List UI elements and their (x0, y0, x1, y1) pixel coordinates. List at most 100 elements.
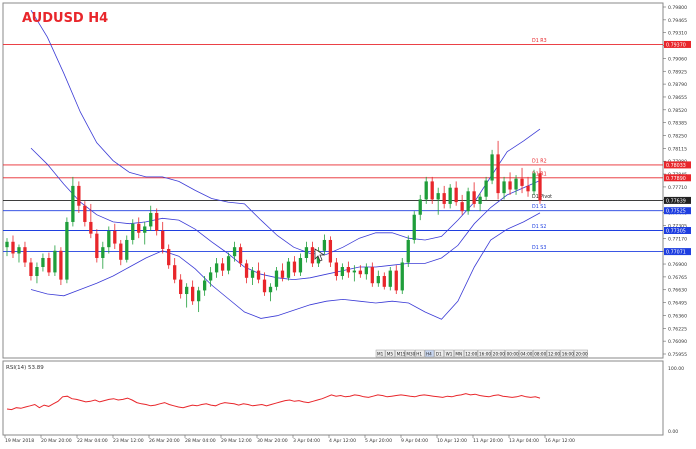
candle-body (244, 263, 249, 278)
candle-body (496, 154, 500, 194)
candle-body (322, 239, 327, 251)
candle-body (532, 173, 536, 192)
period-button[interactable] (532, 349, 547, 358)
price-tags: 0.79370 0.78033 0.77890 0.77639 0.77525 0.773… (664, 40, 691, 256)
rsi-panel[interactable] (2, 360, 664, 436)
time-tick-label: 13 Apr 04:00 (509, 438, 539, 444)
candle-body (280, 270, 285, 278)
time-tick-label: 4 Apr 12:00 (329, 438, 356, 444)
period-button-label: 20:00 (493, 352, 505, 357)
time-tick-label: 16 Apr 12:00 (545, 438, 575, 444)
price-tick-label: 0.78925 (668, 69, 687, 75)
period-button-label: 12:00 (548, 352, 560, 357)
candle-body (364, 266, 368, 275)
candle-body (418, 199, 422, 215)
period-button[interactable] (395, 349, 405, 358)
pivot-tag-label: 0.77305 (666, 229, 686, 235)
period-button[interactable] (385, 349, 396, 358)
time-axis: 19 Mar 2018 20 Mar 20:00 22 Mar 04:00 23 Ma… (4, 435, 575, 444)
candle-body (448, 187, 452, 204)
candle-body (328, 239, 333, 263)
candle-body (119, 243, 123, 260)
candle-body (334, 262, 339, 277)
pivot-tag (664, 174, 691, 182)
candle-body (382, 276, 386, 287)
period-button[interactable] (477, 349, 492, 358)
candle-body (238, 247, 243, 264)
price-tick-label: 0.75955 (668, 352, 687, 358)
candle-body (400, 262, 404, 291)
period-button[interactable] (560, 349, 575, 358)
candle-body (310, 247, 315, 264)
period-button[interactable] (375, 349, 386, 358)
period-button[interactable] (519, 349, 533, 358)
candle-body (502, 181, 506, 194)
price-panel[interactable] (2, 2, 664, 359)
period-button[interactable] (574, 349, 588, 358)
candle-body (155, 212, 159, 231)
candle-body (538, 173, 542, 201)
pivot-label: D1 S2 (532, 224, 546, 230)
price-tick-label: 0.79060 (668, 56, 687, 62)
period-button[interactable] (505, 349, 519, 358)
period-button-label: H1 (416, 352, 422, 357)
candle-body (23, 247, 27, 263)
candle-body (274, 270, 279, 287)
period-button[interactable] (424, 349, 435, 358)
price-tick-label: 0.77710 (668, 185, 687, 191)
candle-body (352, 270, 356, 273)
price-tick-label: 0.76630 (668, 288, 687, 294)
time-tick-label: 3 Apr 04:00 (293, 438, 320, 444)
candle-body (196, 290, 201, 302)
period-button[interactable] (454, 349, 464, 358)
candle-body (220, 263, 225, 271)
candle-body (460, 202, 464, 212)
period-button[interactable] (546, 349, 561, 358)
rsi-tick-label: 100.00 (668, 366, 684, 372)
period-button[interactable] (434, 349, 445, 358)
price-tick-label: 0.79310 (668, 31, 687, 37)
period-button[interactable] (491, 349, 506, 358)
price-tick-label: 0.76765 (668, 275, 687, 281)
price-tick-label: 0.76225 (668, 326, 687, 332)
period-button-label: 04:00 (520, 352, 532, 357)
candle-body (59, 250, 63, 280)
pivot-label: D1 S1 (532, 204, 546, 210)
bollinger-bands (30, 9, 541, 320)
price-tick-label: 0.78790 (668, 82, 687, 88)
candle-body (65, 221, 69, 280)
candle-body (202, 280, 207, 291)
candle-body (526, 185, 530, 192)
period-button[interactable] (463, 349, 478, 358)
rsi-label: RSI(14) 53.89 (6, 365, 44, 371)
candle-body (113, 230, 117, 244)
pivot-label: D1 R3 (532, 38, 547, 44)
candle-body (208, 272, 213, 281)
pivot-tag (664, 40, 691, 48)
candle-body (424, 181, 428, 200)
candle-body (520, 178, 524, 186)
candle-body (268, 286, 273, 293)
time-tick-label: 29 Mar 12:00 (221, 438, 252, 444)
candle-body (41, 257, 45, 267)
candle-body (53, 250, 57, 273)
pivot-tag-label: 0.78033 (666, 163, 686, 169)
candle-body (490, 154, 494, 181)
pivot-label: D1 Pivot (532, 194, 552, 200)
candle-body (17, 247, 21, 254)
candle-body (358, 270, 362, 275)
candle-body (412, 214, 416, 240)
period-button[interactable] (405, 349, 415, 358)
price-tick-label: 0.78520 (668, 108, 687, 114)
period-button[interactable] (414, 349, 425, 358)
period-button[interactable] (444, 349, 454, 358)
price-tick-label: 0.76900 (668, 262, 687, 268)
price-tick-label: 0.79800 (668, 5, 687, 11)
pivot-tag (664, 161, 691, 169)
candle-body (346, 266, 351, 273)
candle-body (472, 191, 476, 204)
candle-body (514, 178, 518, 190)
period-button-label: M15 (397, 352, 406, 357)
